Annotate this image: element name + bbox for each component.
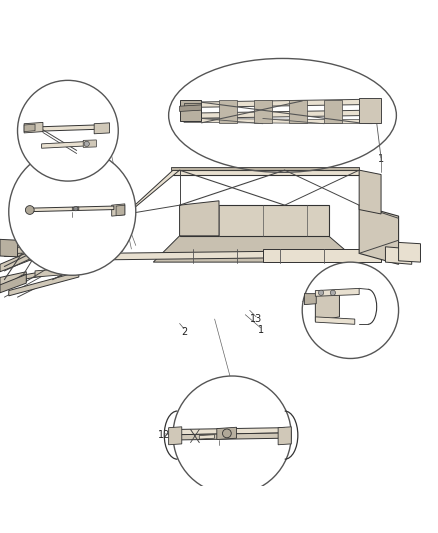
Polygon shape <box>184 118 372 124</box>
Text: 1: 1 <box>378 154 384 164</box>
Polygon shape <box>26 125 107 132</box>
Polygon shape <box>180 105 201 111</box>
Polygon shape <box>184 110 372 118</box>
Polygon shape <box>0 272 26 286</box>
Polygon shape <box>177 433 285 440</box>
Polygon shape <box>359 98 381 123</box>
Polygon shape <box>180 201 219 236</box>
Polygon shape <box>399 243 420 262</box>
Polygon shape <box>254 101 272 123</box>
Polygon shape <box>31 249 96 261</box>
Polygon shape <box>315 288 359 296</box>
Polygon shape <box>199 435 215 439</box>
Polygon shape <box>359 205 399 264</box>
Polygon shape <box>35 268 79 277</box>
Circle shape <box>9 148 136 275</box>
Text: 6: 6 <box>334 321 340 330</box>
Text: 1: 1 <box>258 325 264 335</box>
Polygon shape <box>278 427 291 445</box>
Text: 13: 13 <box>250 314 262 324</box>
Polygon shape <box>184 103 201 109</box>
Polygon shape <box>177 427 285 435</box>
Polygon shape <box>94 123 110 134</box>
Polygon shape <box>0 274 26 293</box>
Circle shape <box>330 290 336 295</box>
Polygon shape <box>180 205 328 236</box>
Text: 12: 12 <box>158 430 170 440</box>
Circle shape <box>25 206 34 214</box>
Polygon shape <box>0 239 18 257</box>
Text: 2: 2 <box>181 327 187 337</box>
Polygon shape <box>0 251 31 272</box>
Circle shape <box>173 376 291 494</box>
Polygon shape <box>385 247 412 264</box>
Circle shape <box>84 141 89 147</box>
Polygon shape <box>180 100 201 121</box>
Circle shape <box>74 206 78 211</box>
Polygon shape <box>4 241 26 255</box>
Polygon shape <box>315 317 355 324</box>
Polygon shape <box>217 427 237 440</box>
Polygon shape <box>219 101 237 123</box>
Polygon shape <box>304 294 316 304</box>
Text: 11: 11 <box>213 438 225 448</box>
Polygon shape <box>184 99 372 108</box>
Polygon shape <box>22 262 96 280</box>
Polygon shape <box>18 243 123 251</box>
Circle shape <box>223 429 231 438</box>
Polygon shape <box>24 124 35 132</box>
Text: 5: 5 <box>389 314 395 324</box>
Polygon shape <box>18 238 61 253</box>
Circle shape <box>318 290 324 295</box>
Polygon shape <box>289 101 307 123</box>
Text: 3: 3 <box>74 213 80 223</box>
Polygon shape <box>324 101 342 123</box>
Polygon shape <box>96 251 285 260</box>
Polygon shape <box>120 170 180 219</box>
Polygon shape <box>169 427 182 445</box>
Polygon shape <box>112 204 125 216</box>
Polygon shape <box>24 123 43 133</box>
Polygon shape <box>42 141 92 148</box>
Polygon shape <box>26 206 114 212</box>
Polygon shape <box>359 170 381 214</box>
Polygon shape <box>173 170 359 174</box>
Polygon shape <box>153 236 359 262</box>
Text: 4: 4 <box>341 298 347 309</box>
Polygon shape <box>18 240 35 248</box>
Polygon shape <box>83 140 96 147</box>
Polygon shape <box>9 272 79 296</box>
Polygon shape <box>18 249 96 259</box>
Circle shape <box>302 262 399 359</box>
Polygon shape <box>116 205 125 216</box>
Polygon shape <box>315 290 339 321</box>
Polygon shape <box>263 249 381 262</box>
Polygon shape <box>72 207 79 211</box>
Text: 7: 7 <box>367 292 373 302</box>
Circle shape <box>18 80 118 181</box>
Polygon shape <box>171 167 359 170</box>
